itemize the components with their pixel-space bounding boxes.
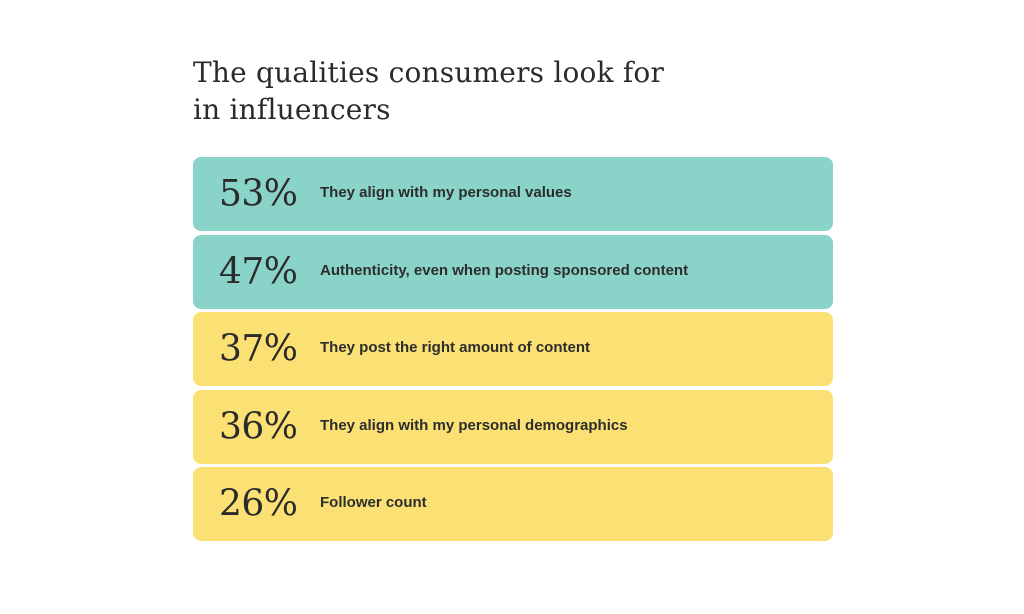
stat-row: 36% They align with my personal demograph… — [193, 389, 833, 464]
stat-percentage: 26% — [219, 483, 298, 525]
chart-title-line-2: in influencers — [193, 93, 391, 126]
stat-percentage: 53% — [219, 173, 298, 215]
stat-rows: 53% They align with my personal values 47%… — [193, 157, 833, 545]
stat-row: 26% Follower count — [193, 467, 833, 541]
chart-title: The qualities consumers look for in infl… — [193, 54, 753, 128]
stat-row: 47% Authenticity, even when posting spons… — [193, 234, 833, 309]
chart-title-line-1: The qualities consumers look for — [193, 56, 665, 89]
stat-label: Authenticity, even when posting sponsore… — [320, 261, 689, 279]
stat-row: 53% They align with my personal values — [193, 157, 833, 231]
stat-label: Follower count — [320, 493, 427, 511]
stat-row: 37% They post the right amount of content — [193, 312, 833, 386]
stat-percentage: 47% — [219, 251, 298, 292]
stat-label: They post the right amount of content — [320, 338, 590, 356]
stat-percentage: 36% — [219, 406, 298, 447]
stat-label: They align with my personal demographics — [320, 416, 628, 434]
stat-label: They align with my personal values — [320, 183, 572, 201]
stat-percentage: 37% — [219, 328, 298, 370]
